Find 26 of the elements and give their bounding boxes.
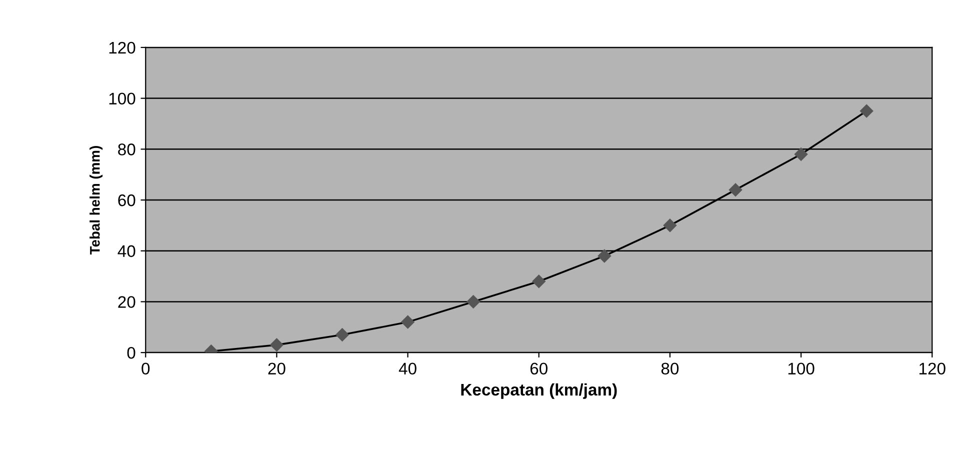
point (336, 328, 349, 342)
x-tick-label: 100 (788, 362, 814, 375)
x-tick-label: 40 (398, 362, 416, 375)
point (860, 104, 874, 118)
y-tick-label: 0 (127, 346, 136, 359)
point (794, 148, 808, 161)
point (466, 295, 480, 308)
x-tick-label: 0 (142, 362, 150, 375)
point (532, 274, 546, 288)
y-tick-label: 120 (109, 42, 136, 54)
x-axis-title: Kecepatan (km/jam) (461, 383, 617, 399)
y-tick-label: 40 (118, 245, 136, 258)
y-tick-label: 80 (118, 144, 136, 156)
point (728, 183, 742, 196)
y-tick-label: 60 (118, 194, 136, 206)
point (401, 315, 414, 329)
y-axis-title: Tebal helm (mm) (90, 146, 103, 255)
point (598, 249, 612, 263)
x-tick-label: 60 (530, 362, 548, 375)
y-tick-label: 100 (109, 92, 136, 105)
point (270, 338, 284, 352)
x-tick-label: 80 (661, 362, 679, 375)
y-tick-label: 20 (118, 296, 136, 308)
x-tick-label: 120 (920, 362, 946, 375)
point (663, 218, 677, 232)
x-tick-label: 20 (268, 362, 286, 375)
